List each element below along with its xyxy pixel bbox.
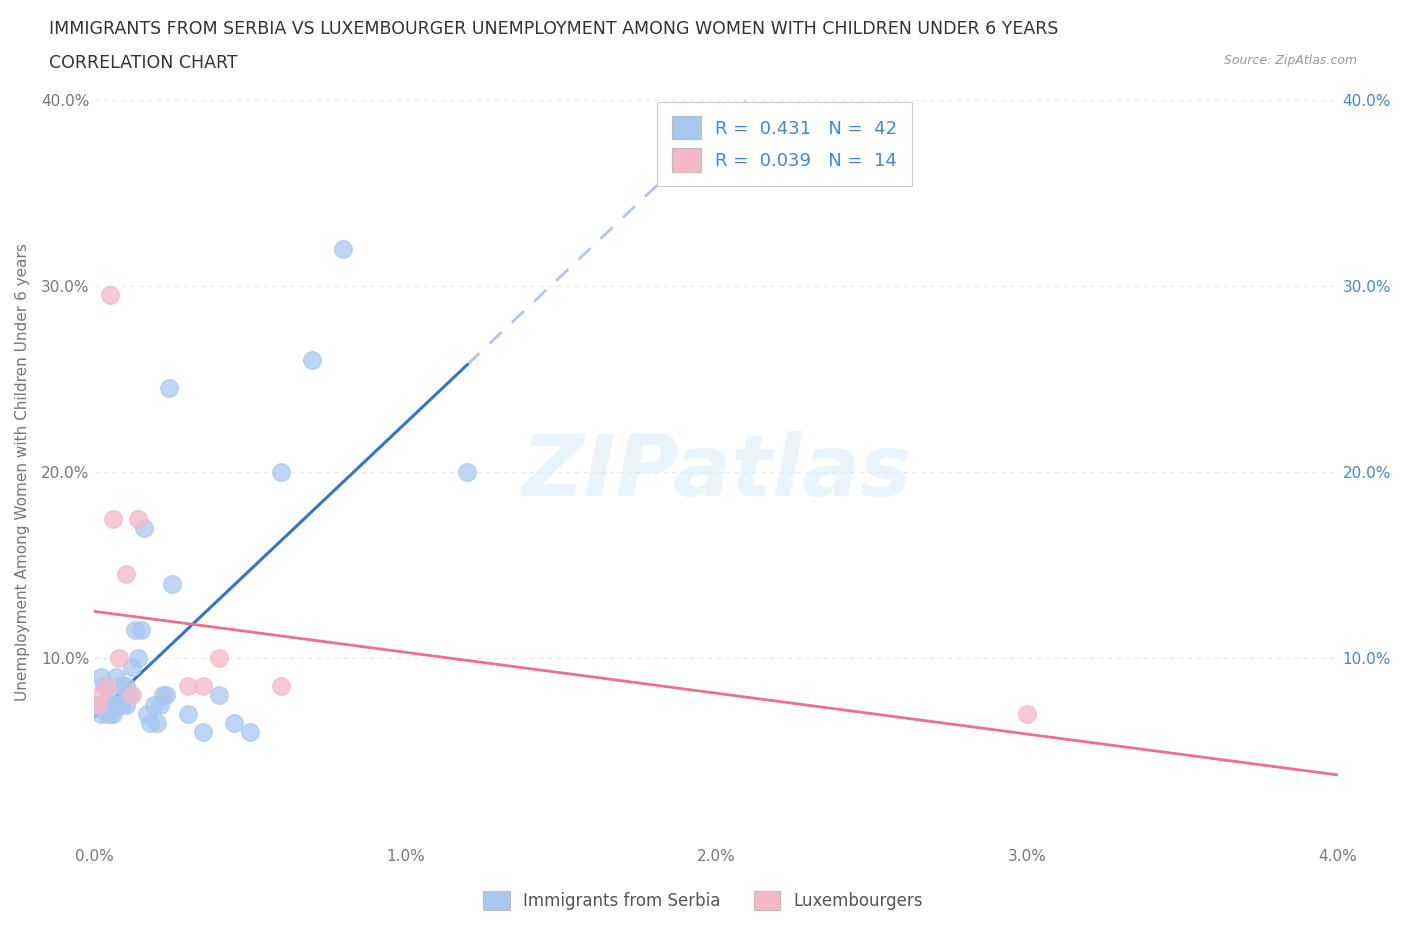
Point [152, 688, 174, 703]
Point [139, 716, 162, 731]
Point [118, 688, 141, 703]
Point [90, 688, 112, 703]
Point [121, 688, 143, 703]
Point [208, 651, 231, 666]
Point [124, 623, 146, 638]
Point [160, 577, 183, 591]
Point [127, 651, 149, 666]
Point [90, 670, 112, 684]
Point [86, 698, 108, 712]
Point [155, 688, 177, 703]
Point [111, 679, 134, 694]
Text: CORRELATION CHART: CORRELATION CHART [49, 54, 238, 72]
Point [134, 521, 156, 536]
Point [101, 688, 124, 703]
Point [96, 679, 118, 694]
Text: ZIPatlas: ZIPatlas [522, 431, 911, 513]
Point [224, 716, 246, 731]
Point [114, 567, 136, 582]
Point [157, 381, 180, 396]
Point [105, 698, 128, 712]
Point [129, 623, 152, 638]
Point [149, 698, 172, 712]
Point [301, 353, 323, 368]
Text: IMMIGRANTS FROM SERBIA VS LUXEMBOURGER UNEMPLOYMENT AMONG WOMEN WITH CHILDREN UN: IMMIGRANTS FROM SERBIA VS LUXEMBOURGER U… [49, 20, 1059, 38]
Point [96, 679, 118, 694]
Point [193, 679, 215, 694]
Point [121, 660, 143, 675]
Point [96, 707, 118, 722]
Point [108, 698, 131, 712]
Point [98, 707, 121, 722]
Point [193, 725, 215, 740]
Point [136, 707, 159, 722]
Point [108, 651, 131, 666]
Point [1015, 707, 1038, 722]
Point [142, 698, 165, 712]
Point [239, 725, 262, 740]
Point [332, 242, 354, 257]
Point [93, 698, 115, 712]
Point [101, 707, 124, 722]
Point [111, 698, 134, 712]
Y-axis label: Unemployment Among Women with Children Under 6 years: Unemployment Among Women with Children U… [15, 243, 30, 701]
Point [90, 707, 112, 722]
Point [127, 512, 149, 526]
Point [98, 698, 121, 712]
Point [145, 716, 167, 731]
Legend: Immigrants from Serbia, Luxembourgers: Immigrants from Serbia, Luxembourgers [477, 884, 929, 917]
Point [270, 465, 292, 480]
Point [105, 670, 128, 684]
Point [208, 688, 231, 703]
Point [86, 698, 108, 712]
Point [114, 679, 136, 694]
Point [177, 707, 200, 722]
Point [114, 698, 136, 712]
Point [456, 465, 478, 480]
Point [93, 679, 115, 694]
Legend: R =  0.431   N =  42, R =  0.039   N =  14: R = 0.431 N = 42, R = 0.039 N = 14 [657, 101, 911, 186]
Point [101, 512, 124, 526]
Point [177, 679, 200, 694]
Text: Source: ZipAtlas.com: Source: ZipAtlas.com [1223, 54, 1357, 67]
Point [270, 679, 292, 694]
Point [98, 288, 121, 303]
